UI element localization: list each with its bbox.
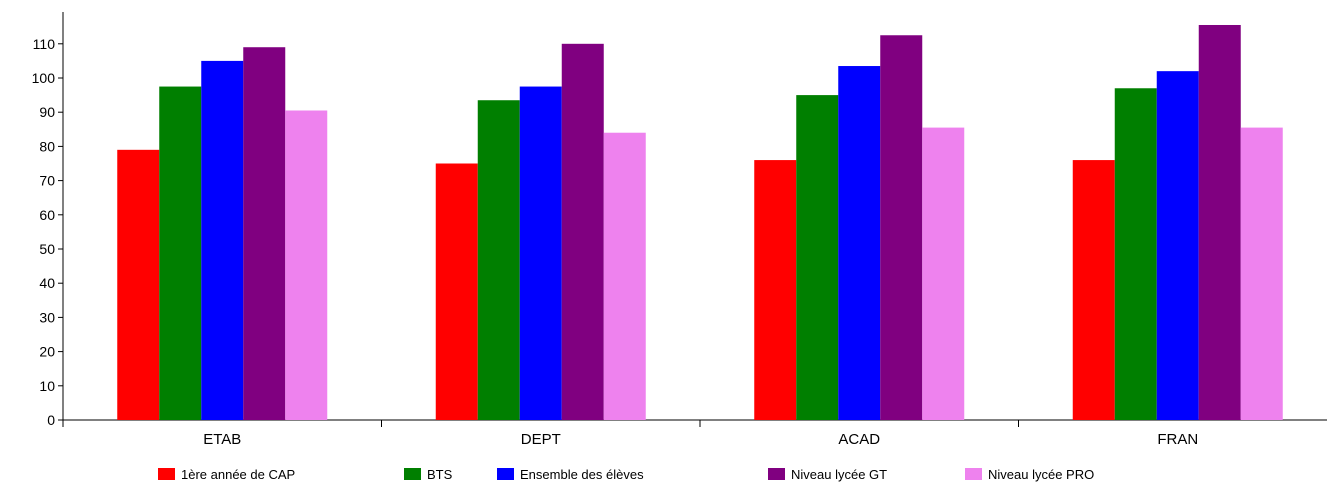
y-tick-label: 90 [39,104,55,120]
legend-label: Ensemble des élèves [520,467,644,482]
y-tick-label: 40 [39,275,55,291]
x-axis: ETAB DEPT ACAD FRAN [62,419,1327,448]
bar [922,127,965,420]
x-category-label: ETAB [203,431,241,448]
y-tick-label: 10 [39,378,55,394]
bar [477,100,520,420]
bar [1156,71,1199,420]
bar [603,132,646,420]
bar [519,86,562,421]
bar [880,35,923,420]
x-category-label: DEPT [521,431,561,448]
x-category-label: ACAD [838,431,880,448]
bar [1240,127,1283,420]
y-tick-label: 20 [39,344,55,360]
legend-swatch [158,468,175,480]
y-tick-label: 80 [39,138,55,154]
y-tick-label: 70 [39,173,55,189]
y-tick-label: 100 [32,70,56,86]
y-tick-label: 0 [47,412,55,428]
x-category-label: FRAN [1157,431,1198,448]
bar [159,86,202,421]
y-tick-label: 30 [39,309,55,325]
legend-label: BTS [427,467,453,482]
legend-label: Niveau lycée GT [791,467,887,482]
legend-label: 1ère année de CAP [181,467,295,482]
legend-swatch [497,468,514,480]
y-axis: 0 10 20 30 40 50 60 70 80 90 100 110 [32,12,64,428]
y-tick-label: 50 [39,241,55,257]
bar [201,60,244,421]
bars [117,24,1283,421]
bar [754,160,797,420]
bar [1072,160,1115,420]
bar [435,163,478,420]
legend-swatch [965,468,982,480]
legend-label: Niveau lycée PRO [988,467,1094,482]
bar [1198,24,1241,421]
y-tick-label: 110 [33,36,56,52]
y-tick-label: 60 [39,207,55,223]
legend-swatch [768,468,785,480]
bar [1114,88,1157,420]
bar [285,110,328,421]
bar [838,66,881,420]
bar [796,95,839,420]
legend-swatch [404,468,421,480]
legend: 1ère année de CAP BTS Ensemble des élèves N… [158,467,1094,482]
bar [117,149,160,420]
bar [243,47,286,420]
bar [561,43,604,421]
